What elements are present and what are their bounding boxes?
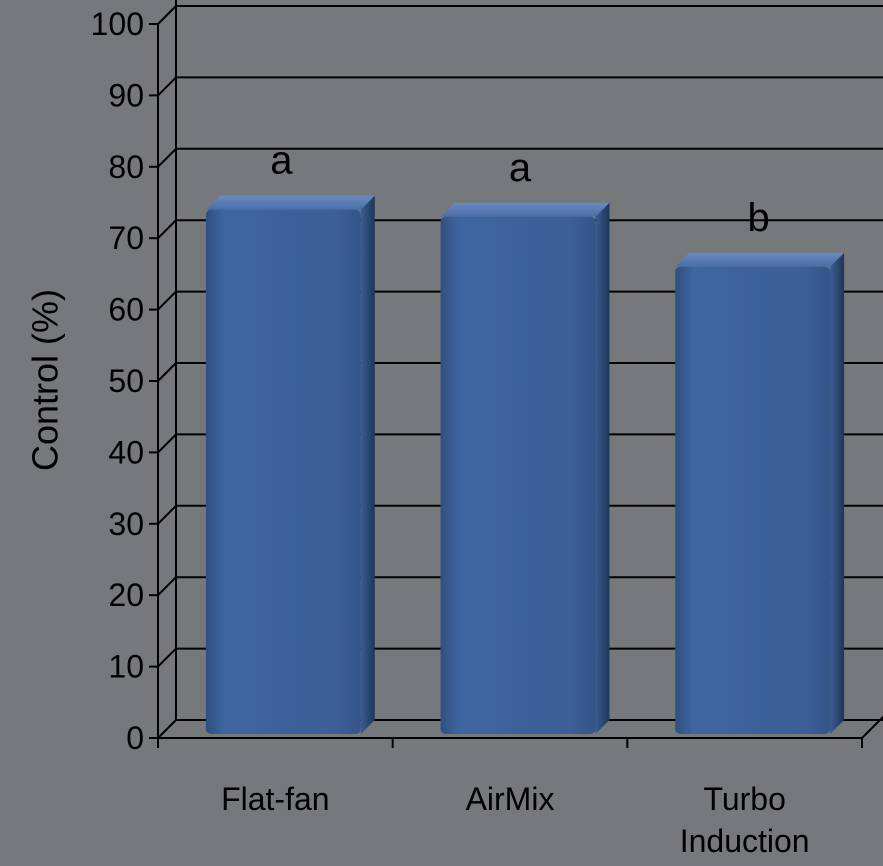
- bar: [205, 195, 375, 734]
- side-wall-line: [157, 433, 177, 454]
- y-tick-label: 60: [108, 292, 144, 328]
- floor-right-edge: [861, 715, 883, 739]
- y-tick-label: 0: [126, 720, 144, 756]
- side-wall-line: [157, 290, 177, 311]
- side-wall-line: [157, 505, 177, 525]
- side-wall-line: [157, 5, 177, 25]
- side-wall-line: [157, 148, 177, 168]
- y-tick-label: 100: [91, 6, 144, 42]
- side-wall-line: [157, 576, 177, 596]
- side-wall-line: [157, 76, 177, 97]
- y-axis-title: Control (%): [25, 289, 66, 471]
- x-category-label-line: Induction: [680, 823, 810, 859]
- y-tick-label: 50: [108, 363, 144, 399]
- y-tick-label: 20: [108, 577, 144, 613]
- side-wall-line: [157, 647, 177, 668]
- bar: [440, 202, 610, 734]
- bar: [675, 252, 845, 734]
- x-category-label-line: Flat-fan: [221, 781, 329, 817]
- side-wall-line: [157, 719, 177, 739]
- y-tick-label: 90: [108, 77, 144, 113]
- x-category-label: Turbo Induction: [680, 781, 810, 859]
- x-category-label-line: AirMix: [466, 781, 555, 817]
- y-tick-label: 70: [108, 220, 144, 256]
- y-tick-label: 30: [108, 506, 144, 542]
- significance-letter: b: [748, 196, 770, 240]
- bar-top: [675, 252, 845, 267]
- labels: 0 10 20 30 40 50 60 70 80 90 100 a Flat-fan a AirMix b T…: [91, 6, 810, 859]
- x-category-label-line: Turbo: [703, 781, 785, 817]
- bar-top: [440, 202, 610, 217]
- side-wall-line: [157, 362, 177, 382]
- bar-front: [675, 266, 831, 734]
- bar-front: [440, 216, 596, 734]
- bar-side: [595, 202, 610, 734]
- bar-side: [830, 252, 845, 734]
- bars: [205, 195, 845, 734]
- significance-letter: a: [509, 146, 532, 190]
- y-tick-label: 10: [108, 649, 144, 685]
- bar-top: [205, 195, 375, 210]
- y-tick-label: 40: [108, 434, 144, 470]
- significance-letter: a: [270, 139, 293, 183]
- bar-side: [360, 195, 375, 734]
- side-wall-line: [157, 219, 177, 239]
- axes: [149, 0, 883, 748]
- bar-front: [205, 209, 361, 734]
- y-tick-label: 80: [108, 149, 144, 185]
- x-category-label: AirMix: [466, 781, 555, 817]
- x-category-label: Flat-fan: [221, 781, 329, 817]
